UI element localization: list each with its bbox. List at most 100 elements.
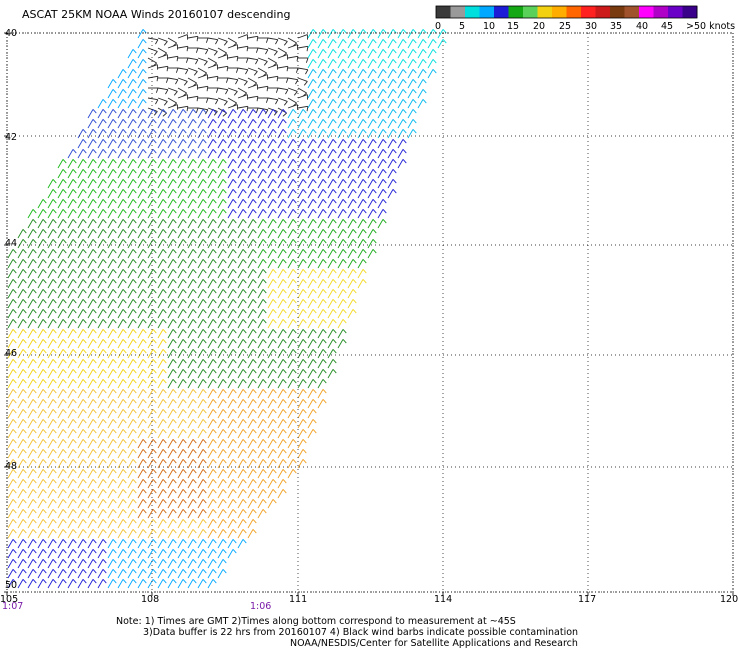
- wind-barb: [7, 409, 14, 419]
- wind-barb: [107, 309, 114, 319]
- wind-barb-flag: [12, 479, 17, 484]
- wind-barb: [287, 439, 294, 449]
- wind-barb: [227, 299, 234, 309]
- wind-barb: [267, 47, 278, 52]
- wind-barb-flag: [192, 549, 197, 554]
- wind-barb: [187, 539, 194, 549]
- wind-barb: [17, 389, 24, 399]
- wind-barb-flag: [92, 139, 97, 144]
- wind-barb-flag: [202, 569, 207, 574]
- wind-barb: [147, 559, 154, 569]
- wind-barb: [267, 289, 274, 299]
- wind-barb-flag: [142, 459, 147, 464]
- wind-barb: [277, 479, 284, 489]
- wind-barb-flag: [312, 249, 317, 254]
- wind-barb-flag: [322, 379, 327, 384]
- wind-barb: [197, 109, 204, 119]
- wind-barb-flag: [132, 419, 137, 424]
- wind-barb: [137, 299, 144, 309]
- wind-barb-flag: [213, 111, 218, 116]
- wind-barb-flag: [312, 129, 317, 134]
- wind-barb-flag: [12, 399, 17, 404]
- wind-barb: [137, 509, 144, 519]
- wind-barb: [67, 149, 74, 159]
- wind-barb-flag: [102, 309, 107, 314]
- wind-barb: [157, 539, 164, 549]
- wind-barb-flag: [372, 49, 377, 54]
- wind-barb: [27, 579, 34, 589]
- wind-barb-flag: [172, 409, 177, 414]
- wind-barb: [157, 469, 164, 479]
- wind-barb: [397, 39, 404, 49]
- wind-barb-flag: [272, 479, 277, 484]
- wind-barb-flag: [52, 479, 57, 484]
- wind-barb-flag: [332, 369, 337, 374]
- wind-barb-flag: [32, 579, 37, 584]
- wind-barb: [77, 189, 84, 199]
- wind-barb-flag: [242, 469, 247, 474]
- wind-barb: [257, 119, 264, 129]
- wind-barb: [147, 209, 154, 219]
- wind-barb-flag: [72, 329, 77, 334]
- wind-barb-flag: [202, 439, 207, 444]
- wind-barb-flag: [252, 139, 257, 144]
- wind-barb: [367, 99, 374, 109]
- wind-barb: [97, 279, 104, 289]
- wind-barb: [417, 99, 424, 109]
- wind-barb: [297, 259, 304, 269]
- wind-barb: [167, 579, 174, 589]
- wind-barb: [397, 59, 404, 69]
- wind-barb: [157, 199, 164, 209]
- wind-barb: [87, 219, 94, 229]
- wind-barb-flag: [172, 579, 177, 584]
- wind-barb: [337, 339, 344, 349]
- wind-barb-flag: [282, 189, 287, 194]
- wind-barb-flag: [32, 339, 37, 344]
- wind-barb: [47, 529, 54, 539]
- wind-barb: [357, 199, 364, 209]
- wind-barb-flag: [122, 559, 127, 564]
- wind-barb-flag: [252, 159, 257, 164]
- wind-barb-flag: [112, 249, 117, 254]
- wind-barb-flag: [222, 259, 227, 264]
- wind-barb: [17, 319, 24, 329]
- wind-barb-flag: [205, 109, 209, 115]
- wind-barb: [257, 499, 264, 509]
- wind-barb-flag: [382, 59, 387, 64]
- wind-barb: [47, 549, 54, 559]
- wind-barb: [227, 449, 234, 459]
- wind-barb-flag: [342, 179, 347, 184]
- wind-barb: [277, 129, 284, 139]
- legend-label-45: 45: [661, 21, 673, 32]
- wind-barb: [217, 249, 224, 259]
- wind-barb: [67, 199, 74, 209]
- wind-barb-flag: [82, 409, 87, 414]
- wind-barb-flag: [242, 199, 247, 204]
- wind-barb: [187, 239, 194, 249]
- wind-barb-flag: [72, 499, 77, 504]
- wind-barb-flag: [152, 309, 157, 314]
- wind-barb: [307, 399, 314, 409]
- wind-barb: [67, 189, 74, 199]
- wind-barb: [367, 209, 374, 219]
- wind-barb-flag: [102, 239, 107, 244]
- wind-barb: [157, 97, 168, 102]
- wind-barb: [7, 269, 14, 279]
- wind-barb: [387, 149, 394, 159]
- wind-barb: [287, 319, 294, 329]
- wind-barb-flag: [216, 76, 219, 82]
- wind-barb-flag: [102, 109, 107, 114]
- wind-barb: [77, 129, 84, 139]
- wind-barb-flag: [372, 219, 377, 224]
- wind-barb: [227, 429, 234, 439]
- wind-barb-flag: [42, 429, 47, 434]
- wind-barb-flag: [295, 79, 299, 85]
- wind-barb-flag: [432, 69, 437, 74]
- wind-barb-flag: [232, 229, 237, 234]
- wind-barb: [127, 539, 134, 549]
- wind-barb: [217, 129, 224, 139]
- wind-barb: [227, 439, 234, 449]
- wind-barb: [377, 119, 384, 129]
- wind-barb-flag: [92, 409, 97, 414]
- wind-barb: [237, 509, 244, 519]
